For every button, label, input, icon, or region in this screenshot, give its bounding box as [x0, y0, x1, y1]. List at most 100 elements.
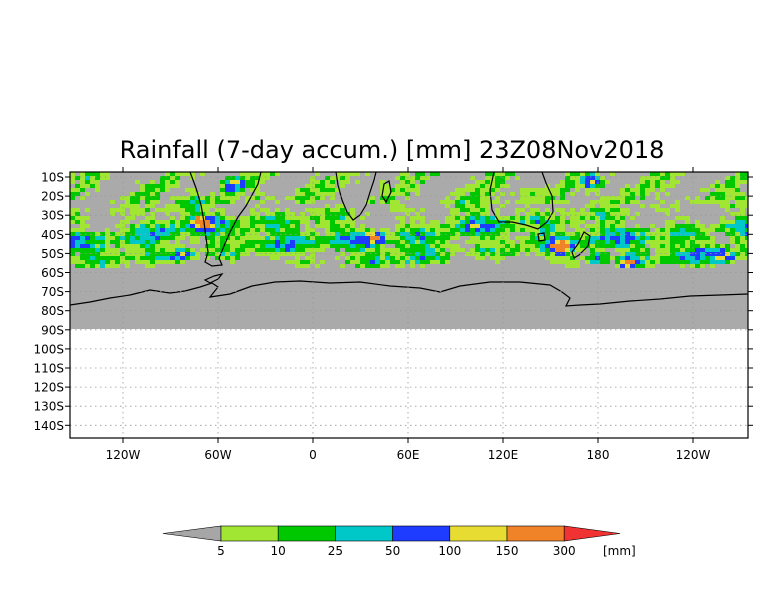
rain-cell [135, 192, 140, 196]
rain-cell [650, 256, 655, 260]
rain-cell [680, 216, 685, 220]
rain-cell [635, 228, 640, 232]
rain-cell [70, 180, 75, 184]
rain-cell [390, 260, 395, 264]
rain-cell [735, 176, 740, 180]
rain-cell [550, 192, 555, 196]
rain-cell [205, 204, 210, 208]
rain-cell [700, 252, 705, 256]
rain-cell [500, 232, 505, 236]
rain-cell [600, 252, 605, 256]
rain-cell [545, 252, 550, 256]
rain-cell [220, 256, 225, 260]
rain-cell [80, 220, 85, 224]
rain-cell [425, 224, 430, 228]
rain-cell [155, 252, 160, 256]
rain-cell [670, 256, 675, 260]
rain-cell [295, 260, 300, 264]
rain-cell [95, 256, 100, 260]
rain-cell [420, 216, 425, 220]
rain-cell [735, 192, 740, 196]
rain-cell [530, 232, 535, 236]
rain-cell [315, 248, 320, 252]
rain-cell [135, 208, 140, 212]
rain-cell [705, 244, 710, 248]
rain-cell [445, 204, 450, 208]
rain-cell [320, 260, 325, 264]
rain-cell [170, 236, 175, 240]
rain-cell [465, 228, 470, 232]
rain-cell [730, 184, 735, 188]
rain-cell [490, 224, 495, 228]
map-title: Rainfall (7-day accum.) [mm] 23Z08Nov201… [119, 136, 665, 164]
rain-cell [445, 240, 450, 244]
rain-cell [275, 252, 280, 256]
rain-cell [605, 232, 610, 236]
rain-cell [650, 224, 655, 228]
rain-cell [455, 192, 460, 196]
rain-cell [255, 224, 260, 228]
rain-cell [660, 236, 665, 240]
longitude-label: 120W [106, 448, 141, 462]
rain-cell [470, 252, 475, 256]
rain-cell [685, 216, 690, 220]
rain-cell [665, 228, 670, 232]
rain-cell [345, 256, 350, 260]
rain-cell [705, 200, 710, 204]
rain-cell [440, 224, 445, 228]
rain-cell [300, 240, 305, 244]
rain-cell [260, 200, 265, 204]
rain-cell [485, 196, 490, 200]
rain-cell [325, 192, 330, 196]
rain-cell [260, 180, 265, 184]
rain-cell [110, 236, 115, 240]
rain-cell [415, 236, 420, 240]
rain-cell [255, 172, 260, 176]
rain-cell [525, 244, 530, 248]
rain-cell [200, 216, 205, 220]
rain-cell [195, 228, 200, 232]
rain-cell [110, 248, 115, 252]
rain-cell [410, 248, 415, 252]
rain-cell [170, 252, 175, 256]
rain-cell [365, 240, 370, 244]
rain-cell [710, 224, 715, 228]
rain-cell [120, 212, 125, 216]
rain-cell [310, 196, 315, 200]
rain-cell [315, 192, 320, 196]
rain-cell [605, 260, 610, 264]
rain-cell [165, 244, 170, 248]
rain-cell [550, 236, 555, 240]
rain-cell [520, 192, 525, 196]
rain-cell [630, 244, 635, 248]
rain-cell [725, 252, 730, 256]
rain-cell [240, 244, 245, 248]
latitude-label: 60S [41, 266, 64, 280]
rain-cell [300, 212, 305, 216]
rain-cell [125, 204, 130, 208]
rain-cell [165, 224, 170, 228]
latitude-label: 110S [33, 362, 64, 376]
rain-cell [245, 244, 250, 248]
rain-cell [740, 204, 745, 208]
rain-cell [740, 244, 745, 248]
rain-cell [320, 236, 325, 240]
rain-cell [590, 256, 595, 260]
rain-cell [670, 252, 675, 256]
rain-cell [340, 176, 345, 180]
rain-cell [350, 236, 355, 240]
rain-cell [305, 260, 310, 264]
rain-cell [505, 252, 510, 256]
rain-cell [580, 180, 585, 184]
rain-cell [205, 256, 210, 260]
rain-cell [595, 228, 600, 232]
rain-cell [405, 184, 410, 188]
rain-cell [495, 172, 500, 176]
rain-cell [295, 256, 300, 260]
rain-cell [225, 240, 230, 244]
rain-cell [615, 240, 620, 244]
rain-cell [85, 216, 90, 220]
rain-cell [720, 204, 725, 208]
rain-cell [185, 204, 190, 208]
rain-cell [540, 200, 545, 204]
